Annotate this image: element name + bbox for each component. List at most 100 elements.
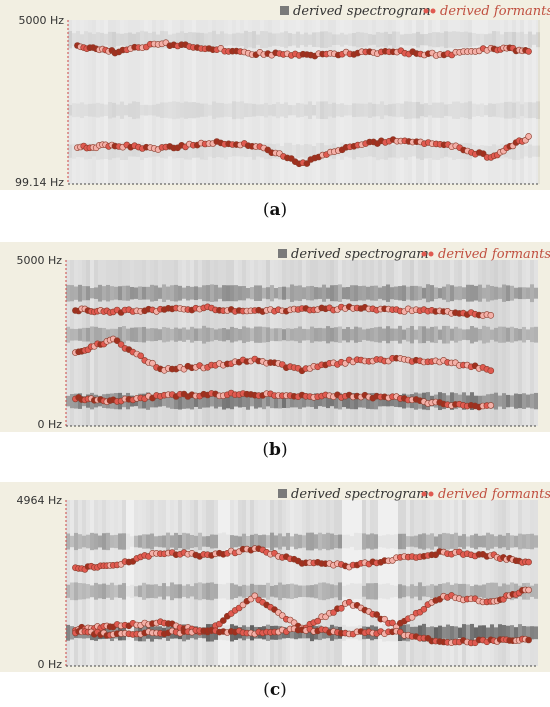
spectrogram-column	[254, 260, 258, 426]
spectrogram-band	[202, 536, 206, 547]
spectrogram-band	[174, 327, 178, 342]
spectrogram-band	[474, 285, 478, 301]
spectrogram-band	[356, 31, 360, 48]
spectrogram-column	[448, 20, 452, 184]
spectrogram-band	[410, 626, 414, 639]
spectrogram-band	[446, 624, 450, 642]
spectrogram-band	[106, 584, 110, 598]
spectrogram-column	[286, 260, 290, 426]
spectrogram-band	[182, 393, 186, 409]
formant-marks	[72, 545, 532, 647]
spectrogram-column	[226, 260, 230, 426]
spectrogram-band	[396, 144, 400, 159]
spectrogram-column	[482, 500, 486, 666]
spectrogram-band	[212, 144, 216, 159]
spectrogram-band	[368, 145, 372, 157]
spectrogram-band	[422, 533, 426, 550]
spectrogram-band	[534, 392, 538, 410]
spectrogram-column	[308, 20, 312, 184]
spectrogram-column	[70, 260, 74, 426]
spectrogram-band	[260, 31, 264, 49]
spectrogram-band	[516, 101, 520, 119]
spectrogram-column	[106, 500, 110, 666]
spectrogram-band	[488, 33, 492, 46]
formant-point	[149, 359, 156, 367]
spectrogram-band	[504, 101, 508, 119]
spectrogram-band	[246, 327, 250, 342]
spectrogram-band	[498, 534, 502, 549]
spectrogram-band	[238, 329, 242, 341]
spectrogram-column	[134, 500, 138, 666]
spectrogram-column	[274, 260, 278, 426]
spectrogram-band	[160, 144, 164, 158]
spectrogram-column	[418, 500, 422, 666]
spectrogram-band	[250, 395, 254, 407]
spectrogram-column	[206, 260, 210, 426]
spectrogram-band	[478, 535, 482, 548]
spectrogram-band	[330, 396, 334, 407]
formant-point	[525, 558, 532, 566]
spectrogram-band	[508, 31, 512, 48]
spectrogram-band	[346, 534, 350, 549]
spectrogram-band	[192, 102, 196, 119]
spectrogram-column	[426, 500, 430, 666]
spectrogram-band	[320, 101, 324, 119]
spectrogram-band	[178, 285, 182, 301]
spectrogram-band	[118, 286, 122, 301]
spectrogram-column	[424, 20, 428, 184]
spectrogram-column	[346, 500, 350, 666]
spectrogram-band	[256, 145, 260, 157]
spectrogram-band	[264, 31, 268, 49]
spectrogram-band	[148, 105, 152, 116]
spectrogram-band	[170, 535, 174, 548]
spectrogram-band	[320, 31, 324, 48]
spectrogram-band	[362, 329, 366, 340]
spectrogram-band	[78, 328, 82, 341]
spectrogram-band	[88, 103, 92, 117]
spectrogram-band	[112, 102, 116, 118]
spectrogram-band	[214, 583, 218, 599]
spectrogram-band	[458, 535, 462, 548]
spectrogram-band	[458, 583, 462, 599]
spectrogram-band	[272, 33, 276, 46]
spectrogram-band	[358, 583, 362, 600]
spectrogram-band	[454, 583, 458, 600]
spectrogram-band	[236, 32, 240, 47]
spectrogram-column	[360, 20, 364, 184]
spectrogram-band	[386, 284, 390, 302]
spectrogram-column	[274, 500, 278, 666]
spectrogram-band	[206, 394, 210, 408]
spectrogram-band	[370, 533, 374, 550]
spectrogram-band	[450, 285, 454, 302]
spectrogram-column	[136, 20, 140, 184]
spectrogram-column	[238, 260, 242, 426]
spectrogram-column	[348, 20, 352, 184]
spectrogram-band	[252, 103, 256, 117]
spectrogram-band	[466, 284, 470, 302]
spectrogram-band	[468, 101, 472, 120]
spectrogram-band	[500, 34, 504, 45]
spectrogram-column	[200, 20, 204, 184]
spectrogram-band	[286, 287, 290, 300]
spectrogram-column	[498, 500, 502, 666]
spectrogram-band	[186, 584, 190, 599]
spectrogram-band	[230, 285, 234, 302]
spectrogram-band	[526, 329, 530, 340]
spectrogram-band	[128, 103, 132, 117]
spectrogram-band	[72, 103, 76, 118]
spectrogram-band	[100, 32, 104, 47]
spectrogram-band	[302, 585, 306, 597]
spectrogram-band	[324, 31, 328, 49]
spectrogram-column	[410, 260, 414, 426]
spectrogram-band	[280, 146, 284, 157]
spectrogram-band	[266, 535, 270, 548]
spectrogram-band	[352, 103, 356, 118]
spectrogram-band	[412, 146, 416, 157]
formant-point	[487, 312, 495, 319]
spectrogram-band	[326, 394, 330, 409]
spectrogram-column	[186, 500, 190, 666]
spectrogram-band	[522, 393, 526, 409]
spectrogram-band	[82, 327, 86, 342]
panel-c: 4964 Hz 0 Hz derived spectrogram derived…	[0, 482, 550, 672]
spectrogram-column	[506, 260, 510, 426]
